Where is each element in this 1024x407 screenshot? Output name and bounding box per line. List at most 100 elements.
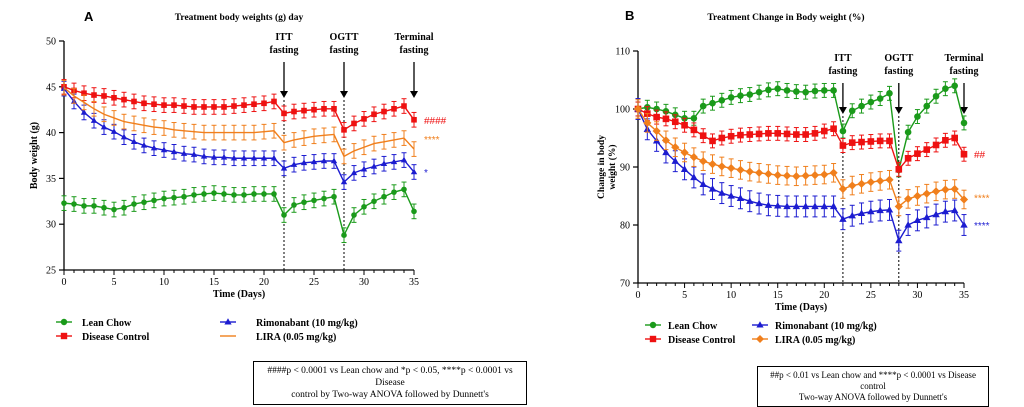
data-point-b [774,85,782,92]
y-tick-label-a: 40 [46,128,56,139]
data-point-b [690,173,698,181]
data-point-a [211,190,217,196]
series-a-2 [60,80,418,190]
data-point-a [141,199,147,206]
data-point-b [904,221,912,228]
data-point-a [111,206,117,213]
footnote-b-line-1: ##p < 0.01 vs Lean chow and ****p < 0.00… [770,370,976,391]
data-point-b [746,197,754,204]
data-point-a [80,109,88,115]
footnote-a: ####p < 0.0001 vs Lean chow and *p < 0.0… [253,361,527,405]
data-point-a [321,105,327,112]
data-point-a [150,144,158,151]
data-point-b [848,107,856,115]
data-point-a [81,90,87,97]
data-point-b [802,131,809,138]
data-point-a [350,169,358,176]
x-tick-label-a: 15 [209,277,219,288]
annotation-label-a: ITT [275,32,293,43]
data-point-a [280,164,288,171]
data-point-a [240,154,248,161]
x-axis-title-b: Time (Days) [775,302,827,313]
data-point-b [839,215,847,222]
footnote-a-line-1: ####p < 0.0001 vs Lean chow and *p < 0.0… [267,366,513,388]
annotation-arrowhead-a [340,91,348,98]
data-point-b [857,209,866,217]
data-point-b [858,138,865,146]
data-point-b [727,132,735,140]
x-tick-label-b: 5 [682,290,687,301]
x-tick-label-a: 5 [112,277,117,288]
data-point-b [671,157,679,164]
legend-label-a: LIRA (0.05 mg/kg) [256,332,336,343]
data-point-b [951,134,958,142]
y-tick-label-a: 50 [46,37,56,48]
data-point-b [662,148,670,156]
x-tick-label-b: 15 [773,290,783,301]
y-tick-label-a: 45 [46,82,56,93]
data-point-a [251,191,257,197]
x-tick-label-a: 35 [409,277,419,288]
data-point-b [718,97,726,104]
data-point-b [746,131,754,138]
data-point-b [737,131,744,139]
significance-label-b: **** [974,221,990,232]
data-point-b [783,130,791,138]
data-point-b [839,127,847,135]
data-point-a [161,102,167,108]
data-point-b [662,115,670,123]
data-point-a [351,212,357,218]
data-point-a [131,201,137,207]
footnote-b: ##p < 0.01 vs Lean chow and ****p < 0.00… [757,366,989,407]
legend-marker-b [649,321,657,329]
data-point-b [802,88,809,96]
data-point-b [876,176,885,186]
data-point-a [161,195,167,202]
data-point-a [251,101,257,108]
data-point-a [101,93,107,99]
data-point-a [210,153,218,160]
data-point-b [671,118,679,126]
data-point-a [141,100,147,107]
data-point-a [331,193,337,200]
data-point-b [923,102,931,110]
series-a-3 [61,79,417,165]
data-point-b [950,206,959,214]
data-point-b [886,90,893,97]
data-point-a [361,116,367,122]
data-point-b [755,199,763,207]
data-point-b [690,126,698,134]
data-point-b [904,155,912,162]
data-point-b [820,170,829,179]
annotation-label-b: OGTT [884,53,913,64]
data-point-a [410,168,418,175]
data-point-a [131,98,137,105]
data-point-a [330,157,338,164]
data-point-a [261,100,267,107]
y-axis-title-a: Body weight (g) [29,122,40,189]
annotation-label-a: fasting [330,45,359,56]
data-point-a [171,102,177,108]
data-point-a [360,165,368,172]
series-a-1 [61,78,417,138]
data-point-b [950,184,959,194]
annotation-label-a: fasting [270,45,299,56]
data-point-b [867,138,875,145]
legend-marker-a [224,318,232,325]
data-point-a [320,157,328,164]
data-point-b [820,87,828,94]
data-point-a [110,128,118,134]
data-point-b [960,119,968,127]
legend-label-a: Lean Chow [82,318,132,329]
data-point-a [231,192,237,198]
data-point-b [765,86,772,94]
annotation-label-a: fasting [400,45,429,56]
data-point-b [754,168,764,177]
data-point-a [321,195,327,202]
data-point-a [371,111,377,118]
data-point-a [291,202,297,208]
data-point-a [260,154,268,161]
footnote-a-line-2: control by Two-way ANOVA followed by Dun… [291,390,489,400]
data-point-b [895,166,903,173]
data-point-b [904,194,913,203]
